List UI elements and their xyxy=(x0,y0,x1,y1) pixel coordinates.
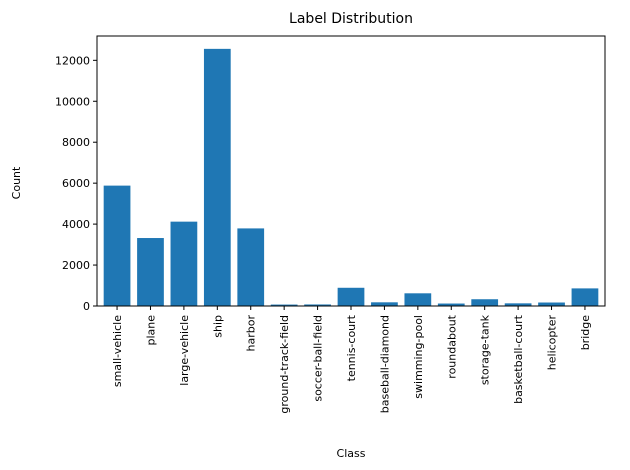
x-tick-label: tennis-court xyxy=(345,314,358,381)
bar-storage-tank xyxy=(471,299,499,306)
x-tick-label: bridge xyxy=(579,315,592,351)
x-tick-label: swimming-pool xyxy=(412,315,425,399)
bar-swimming-pool xyxy=(404,293,432,306)
bar-roundabout xyxy=(437,303,465,306)
x-axis-label: Class xyxy=(337,447,366,460)
x-tick-label: soccer-ball-field xyxy=(312,315,325,402)
x-tick-label: storage-tank xyxy=(479,314,492,385)
chart-title: Label Distribution xyxy=(289,11,413,27)
y-tick-label: 0 xyxy=(83,300,90,313)
y-axis: 0 2000 4000 6000 8000 10000 12000 xyxy=(55,54,97,313)
x-tick-label: ship xyxy=(211,315,224,338)
bar-plane xyxy=(137,238,164,306)
bar-tennis-court xyxy=(337,287,365,306)
y-tick-label: 12000 xyxy=(55,54,90,67)
x-tick-label: large-vehicle xyxy=(178,315,191,386)
bar-ship xyxy=(203,48,231,307)
x-tick-label: baseball-diamond xyxy=(378,315,391,413)
bar-baseball-diamond xyxy=(371,302,398,306)
x-tick-label: harbor xyxy=(245,315,258,352)
bar-large-vehicle xyxy=(170,221,198,306)
bar-harbor xyxy=(237,228,265,306)
bar-soccer-ball-field xyxy=(304,304,331,306)
bar-bridge xyxy=(571,288,599,306)
plot-area xyxy=(96,35,606,307)
y-tick-label: 8000 xyxy=(62,136,90,149)
y-tick-label: 10000 xyxy=(55,95,90,108)
y-tick-label: 2000 xyxy=(62,259,90,272)
x-tick-label: helicopter xyxy=(546,315,559,371)
y-tick-label: 4000 xyxy=(62,218,90,231)
bar-basketball-court xyxy=(504,303,532,306)
x-axis: small-vehicle plane large-vehicle ship harbo… xyxy=(111,306,592,414)
bar-ground-track-field xyxy=(270,304,298,306)
x-tick-label: plane xyxy=(144,315,157,346)
y-axis-label: Count xyxy=(10,166,23,199)
x-tick-label: basketball-court xyxy=(512,314,525,404)
bar-helicopter xyxy=(538,302,565,306)
x-tick-label: ground-track-field xyxy=(278,315,291,414)
x-tick-label: roundabout xyxy=(445,314,458,378)
x-tick-label: small-vehicle xyxy=(111,315,124,387)
bar-small-vehicle xyxy=(103,185,131,306)
y-tick-label: 6000 xyxy=(62,177,90,190)
